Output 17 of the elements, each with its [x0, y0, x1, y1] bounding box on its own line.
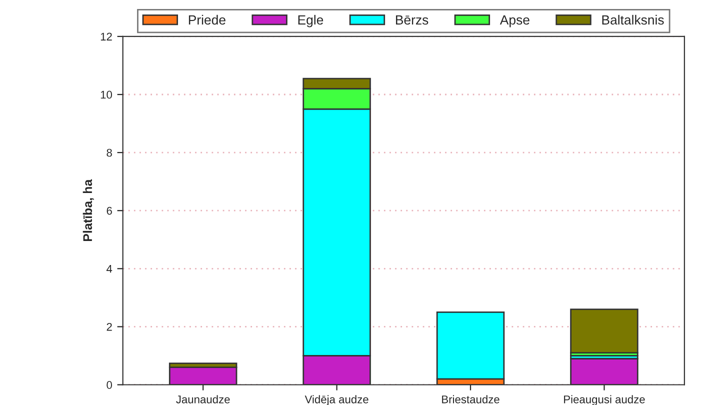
y-axis-title: Platība, ha: [82, 179, 94, 242]
y-tick-label: 2: [106, 322, 112, 331]
y-tick-label: 0: [106, 381, 112, 389]
y-tick-label: 10: [100, 90, 112, 99]
bar: [436, 311, 505, 380]
y-tick-label: 12: [100, 32, 112, 40]
y-tick-label: 4: [106, 265, 112, 273]
legend-label: Bērzs: [396, 15, 428, 25]
bar: [570, 308, 638, 354]
legend-label: Apse: [500, 15, 530, 28]
legend-label: Baltalksnis: [602, 14, 664, 25]
x-tick-label: Jaunaudze: [176, 395, 230, 404]
x-tick-label: Briestaudze: [442, 395, 500, 404]
legend-label: Egle: [298, 14, 324, 28]
legend-label: Priede: [188, 14, 226, 25]
y-tick-label: 6: [106, 206, 112, 215]
y-tick-label: 8: [106, 148, 112, 157]
